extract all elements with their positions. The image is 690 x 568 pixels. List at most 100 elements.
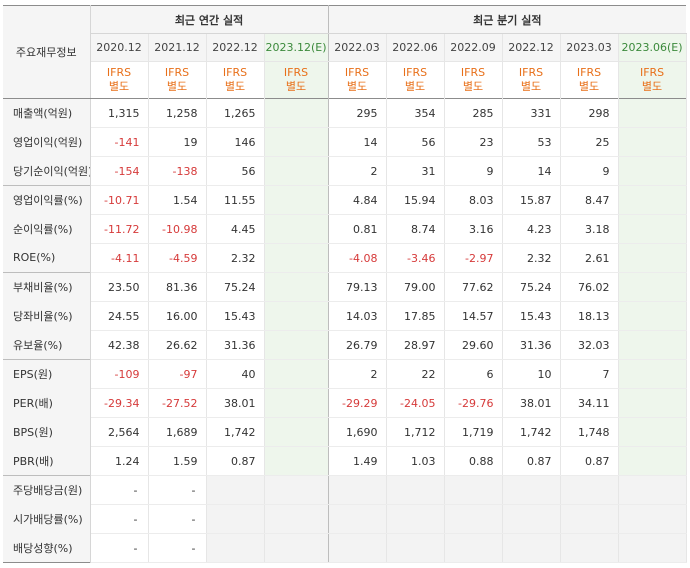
- data-cell: [560, 533, 619, 563]
- data-cell: [618, 388, 687, 418]
- data-cell: -: [90, 504, 149, 534]
- standard-label-bottom: 별도: [404, 80, 426, 93]
- row-label: EPS(원): [3, 359, 91, 389]
- data-cell: -2.97: [444, 243, 503, 273]
- row-label: PBR(배): [3, 446, 91, 476]
- accounting-standard: IFRS 별도: [148, 61, 207, 99]
- data-cell: 77.62: [444, 272, 503, 302]
- period-header: 2022.09: [444, 33, 503, 62]
- data-cell: 19: [148, 127, 207, 157]
- data-cell: 285: [444, 98, 503, 128]
- data-cell: 6: [444, 359, 503, 389]
- data-cell: [264, 243, 329, 273]
- data-cell: -29.34: [90, 388, 149, 418]
- data-cell: 28.97: [386, 330, 445, 360]
- data-cell: -4.08: [328, 243, 387, 273]
- data-cell: -138: [148, 156, 207, 186]
- data-cell: 26.79: [328, 330, 387, 360]
- data-cell: 17.85: [386, 301, 445, 331]
- data-cell: [264, 301, 329, 331]
- data-cell: [560, 504, 619, 534]
- table-row: 당기순이익(억원) -154 -138 56 2 31 9 14 9: [3, 156, 687, 186]
- financial-table: 주요재무정보 최근 연간 실적 최근 분기 실적 2020.12 2021.12 2…: [3, 5, 687, 563]
- data-cell: [444, 475, 503, 505]
- row-label: 주당배당금(원): [3, 475, 91, 505]
- data-cell: 1,748: [560, 417, 619, 447]
- data-cell: [444, 533, 503, 563]
- standard-label-top: IFRS: [402, 66, 428, 79]
- accounting-standard: IFRS 별도: [560, 61, 619, 99]
- data-cell: [618, 127, 687, 157]
- data-cell: [618, 533, 687, 563]
- data-cell: 14.03: [328, 301, 387, 331]
- data-cell: [264, 330, 329, 360]
- period-header: 2022.12: [206, 33, 265, 62]
- table-row: EPS(원) -109 -97 40 2 22 6 10 7: [3, 359, 687, 389]
- standard-label-top: IFRS: [344, 66, 370, 79]
- table-row: 배당성향(%) - -: [3, 533, 687, 563]
- data-cell: 15.94: [386, 185, 445, 215]
- data-cell: [444, 504, 503, 534]
- table-row: BPS(원) 2,564 1,689 1,742 1,690 1,712 1,719 1,74…: [3, 417, 687, 447]
- data-cell: -109: [90, 359, 149, 389]
- data-cell: 79.13: [328, 272, 387, 302]
- data-cell: 26.62: [148, 330, 207, 360]
- data-cell: [618, 446, 687, 476]
- data-cell: -3.46: [386, 243, 445, 273]
- standard-label-bottom: 별도: [224, 80, 246, 93]
- period-header: 2022.12: [502, 33, 561, 62]
- accounting-standard: IFRS 별도: [90, 61, 149, 99]
- data-cell: [618, 272, 687, 302]
- data-cell: 18.13: [560, 301, 619, 331]
- data-cell: [328, 475, 387, 505]
- data-cell: [264, 533, 329, 563]
- data-cell: 2.61: [560, 243, 619, 273]
- row-label: ROE(%): [3, 243, 91, 273]
- data-cell: 2: [328, 359, 387, 389]
- data-cell: [618, 98, 687, 128]
- standard-label-bottom: 별도: [462, 80, 484, 93]
- data-cell: 8.47: [560, 185, 619, 215]
- row-label: BPS(원): [3, 417, 91, 447]
- data-cell: [264, 127, 329, 157]
- data-cell: [206, 504, 265, 534]
- data-cell: 3.16: [444, 214, 503, 244]
- accounting-standard: IFRS 별도: [264, 61, 329, 99]
- data-cell: 22: [386, 359, 445, 389]
- data-cell: 9: [560, 156, 619, 186]
- data-cell: 1.03: [386, 446, 445, 476]
- data-cell: 75.24: [502, 272, 561, 302]
- data-cell: 4.84: [328, 185, 387, 215]
- data-cell: 1,265: [206, 98, 265, 128]
- row-label: 영업이익률(%): [3, 185, 91, 215]
- data-cell: [386, 533, 445, 563]
- data-cell: [206, 475, 265, 505]
- data-cell: [618, 156, 687, 186]
- data-cell: 1,315: [90, 98, 149, 128]
- table-row: PER(배) -29.34 -27.52 38.01 -29.29 -24.05 -29.7…: [3, 388, 687, 418]
- data-cell: -24.05: [386, 388, 445, 418]
- data-cell: 2.32: [206, 243, 265, 273]
- data-cell: [328, 533, 387, 563]
- data-cell: 298: [560, 98, 619, 128]
- table-row: 순이익률(%) -11.72 -10.98 4.45 0.81 8.74 3.16 4.23 3…: [3, 214, 687, 244]
- period-header: 2022.06: [386, 33, 445, 62]
- data-cell: 354: [386, 98, 445, 128]
- data-cell: 1.24: [90, 446, 149, 476]
- row-label: 영업이익(억원): [3, 127, 91, 157]
- data-cell: [618, 330, 687, 360]
- data-cell: 56: [206, 156, 265, 186]
- accounting-standard: IFRS 별도: [502, 61, 561, 99]
- data-cell: 1,719: [444, 417, 503, 447]
- standard-label-bottom: 별도: [346, 80, 368, 93]
- table-row: 당좌비율(%) 24.55 16.00 15.43 14.03 17.85 14.57 15.…: [3, 301, 687, 331]
- data-cell: 15.43: [502, 301, 561, 331]
- accounting-standard: IFRS 별도: [328, 61, 387, 99]
- row-label: 배당성향(%): [3, 533, 91, 563]
- data-cell: 0.87: [502, 446, 561, 476]
- data-cell: [618, 359, 687, 389]
- standard-label-top: IFRS: [518, 66, 544, 79]
- data-cell: 40: [206, 359, 265, 389]
- data-cell: -29.29: [328, 388, 387, 418]
- data-cell: 0.81: [328, 214, 387, 244]
